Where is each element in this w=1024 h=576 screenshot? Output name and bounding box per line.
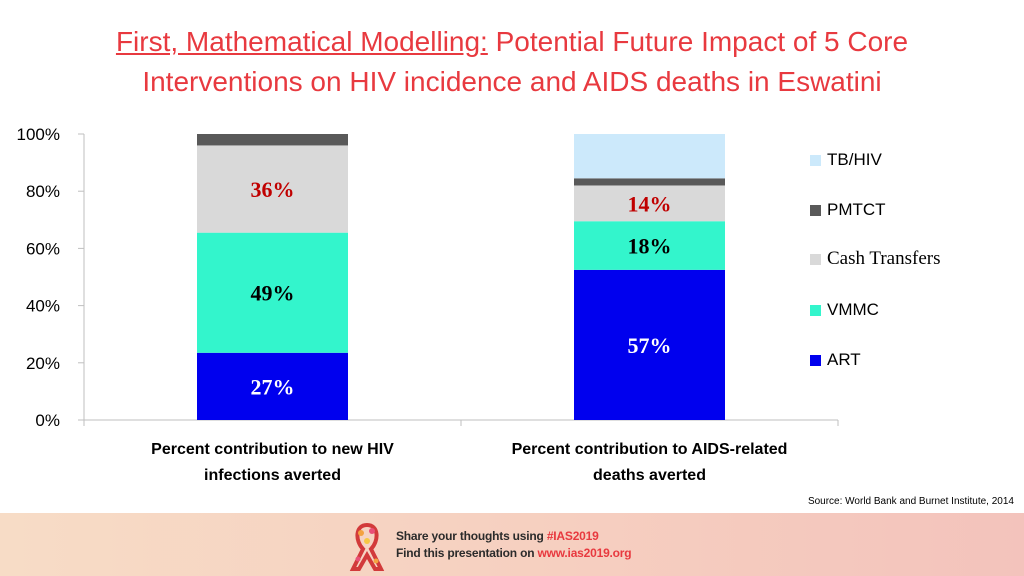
data-label-vmmc-1: 49% bbox=[251, 281, 295, 306]
stacked-bar-chart: 0% 20% 40% 60% 80% 100% 27% 49% 36% Percent contr… bbox=[17, 125, 839, 484]
bar-vmmc-1 bbox=[197, 232, 348, 353]
bar-cash-transfers-1 bbox=[197, 145, 348, 233]
bar-tb-hiv-2 bbox=[574, 134, 725, 179]
legend-label: TB/HIV bbox=[827, 150, 882, 169]
data-label-cash-transfers-1: 36% bbox=[251, 177, 295, 202]
legend-item-art: ART bbox=[810, 350, 861, 370]
conference-footer: Share your thoughts using #IAS2019 Find … bbox=[0, 513, 1024, 576]
legend-item-vmmc: VMMC bbox=[810, 300, 879, 320]
category-label: Percent contribution to new HIV bbox=[151, 441, 394, 458]
title-line-1: First, Mathematical Modelling: Potential… bbox=[0, 22, 1024, 62]
footer-text: Share your thoughts using #IAS2019 Find … bbox=[396, 528, 632, 562]
category-label: infections averted bbox=[204, 467, 341, 484]
bar-art-2 bbox=[574, 269, 725, 420]
data-label-cash-transfers-2: 14% bbox=[628, 191, 672, 216]
y-tick-label: 80% bbox=[26, 182, 60, 201]
footer-website-link[interactable]: www.ias2019.org bbox=[537, 546, 632, 560]
slide-title: First, Mathematical Modelling: Potential… bbox=[0, 22, 1024, 102]
bar-vmmc-2 bbox=[574, 221, 725, 270]
data-label-art-1: 27% bbox=[251, 374, 295, 399]
title-line-2: Interventions on HIV incidence and AIDS … bbox=[142, 66, 882, 97]
ias-ribbon-logo-icon bbox=[349, 522, 385, 571]
legend-label: ART bbox=[827, 350, 861, 369]
legend-swatch bbox=[810, 304, 821, 316]
footer-line-1: Share your thoughts using #IAS2019 bbox=[396, 528, 631, 545]
legend-swatch bbox=[810, 354, 821, 366]
legend-item-cash-transfers: Cash Transfers bbox=[810, 248, 940, 270]
footer-find-text: Find this presentation on bbox=[396, 546, 538, 560]
y-tick-label: 60% bbox=[26, 239, 60, 258]
footer-share-text: Share your thoughts using bbox=[396, 529, 547, 543]
legend-swatch bbox=[810, 204, 821, 216]
legend-label: PMTCT bbox=[827, 200, 886, 219]
data-label-art-2: 57% bbox=[628, 333, 672, 358]
bar-art-1 bbox=[197, 352, 348, 420]
bar-cash-transfers-2 bbox=[574, 185, 725, 222]
footer-hashtag[interactable]: #IAS2019 bbox=[546, 529, 599, 543]
bar-pmtct-1 bbox=[197, 134, 348, 146]
category-label: deaths averted bbox=[593, 467, 706, 484]
footer-line-2: Find this presentation on www.ias2019.or… bbox=[396, 545, 632, 562]
y-tick-label: 40% bbox=[26, 297, 60, 316]
legend-label: VMMC bbox=[827, 300, 879, 319]
legend-label: Cash Transfers bbox=[827, 248, 941, 269]
legend-item-tb-hiv: TB/HIV bbox=[810, 150, 882, 170]
title-lead: First, Mathematical Modelling: bbox=[115, 26, 488, 57]
legend-item-pmtct: PMTCT bbox=[810, 200, 886, 220]
y-tick-label: 20% bbox=[26, 354, 60, 373]
title-rest: Potential Future Impact of 5 Core bbox=[495, 26, 909, 57]
legend-swatch bbox=[810, 154, 821, 166]
source-note: Source: World Bank and Burnet Institute,… bbox=[807, 496, 1014, 507]
category-label: Percent contribution to AIDS-related bbox=[512, 441, 788, 458]
legend-swatch bbox=[810, 253, 821, 265]
data-label-vmmc-2: 18% bbox=[628, 234, 672, 259]
y-tick-label: 0% bbox=[35, 411, 60, 430]
bar-pmtct-2 bbox=[574, 178, 725, 186]
y-tick-label: 100% bbox=[17, 125, 60, 144]
